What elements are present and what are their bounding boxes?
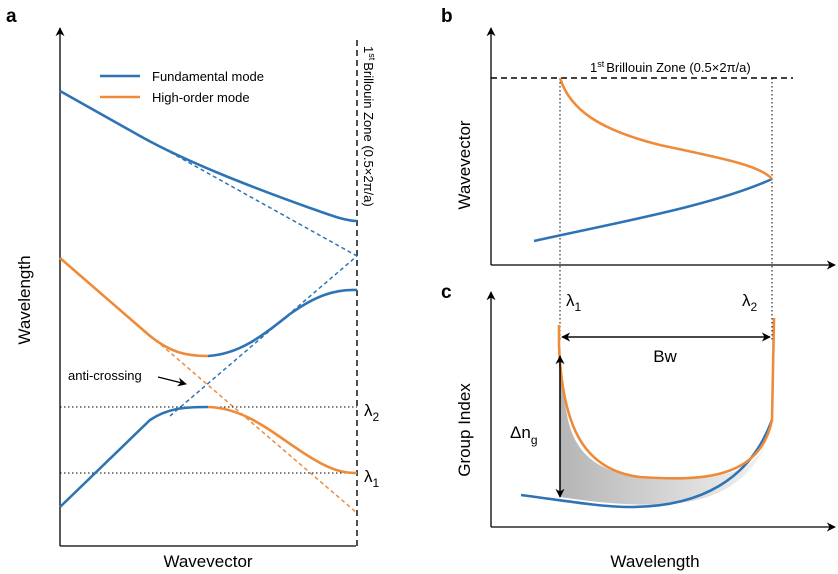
legend-high-order-label: High-order mode [152,90,250,105]
panel-a: a 1stBrillouin Zone (0.5×2π/a) Fundament… [6,6,380,571]
fundamental-top-band [59,89,358,223]
panel-c-shaded-region [560,360,772,505]
anti-crossing-label: anti-crossing [68,368,142,383]
panel-c-letter: c [441,282,452,303]
panel-b-fundamental [533,177,773,243]
panel-c-lambda1: λ1 [566,291,582,314]
anti-crossing-arrow [157,376,187,387]
panel-a-lambda1: λ1 [364,467,380,490]
high-order-upper [59,257,209,358]
panel-c-xlabel: Wavelength [610,552,699,571]
panel-b: b 1st Brillouin Zone (0.5×2π/a) Wavevecto… [441,6,836,340]
bw-label: Bw [653,347,677,366]
folded-line-blue [169,255,358,417]
legend-fundamental-label: Fundamental mode [152,69,264,84]
panel-a-lambda2: λ2 [364,401,380,424]
fundamental-lower-band [59,405,209,508]
panel-a-letter: a [6,6,17,27]
panel-a-bz-label: 1stBrillouin Zone (0.5×2π/a) [361,46,377,207]
panel-a-xlabel: Wavevector [163,552,252,571]
panel-b-ylabel: Wavevector [455,120,474,209]
panel-c-high-order [557,317,776,480]
fundamental-middle-band [207,288,358,358]
dn-label: Δng [510,423,538,447]
panel-a-ylabel: Wavelength [15,255,34,344]
high-order-lower [207,405,358,475]
panel-c: c λ1 λ2 Bw Δng Wavelength Group Index [441,282,836,571]
panel-b-bz-label: 1st Brillouin Zone (0.5×2π/a) [590,59,751,75]
panel-b-letter: b [441,6,453,27]
panel-b-high-order [558,77,773,180]
panel-c-lambda2: λ2 [742,291,758,314]
panel-c-ylabel: Group Index [455,383,474,477]
